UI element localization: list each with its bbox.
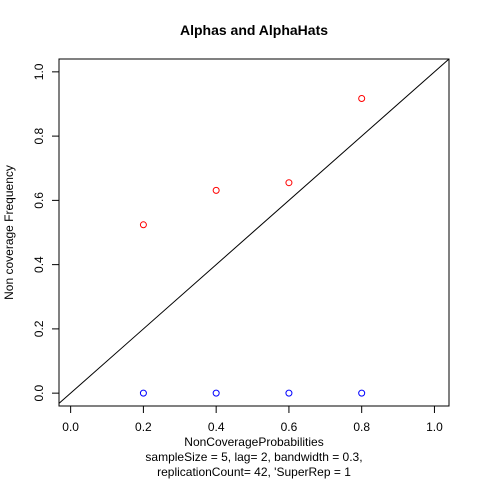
y-tick-label: 0.4: [32, 256, 46, 273]
y-tick-label: 0.2: [32, 320, 46, 337]
x-tick-label: 0.2: [135, 420, 152, 434]
x-tick-label: 0.8: [353, 420, 370, 434]
series-1-point-2: [285, 389, 293, 397]
y-tick-label: 0.6: [32, 192, 46, 209]
x-tick-label: 0.4: [208, 420, 225, 434]
subtitle-line-1: sampleSize = 5, lag= 2, bandwidth = 0.3,: [145, 450, 362, 464]
subtitle-line-2: replicationCount= 42, 'SuperRep = 1: [157, 465, 351, 479]
x-axis: 0.0 0.2 0.4 0.6 0.8 1.0: [62, 405, 443, 434]
x-tick-label: 1.0: [426, 420, 443, 434]
series-1-point-1: [212, 389, 220, 397]
chart-title: Alphas and AlphaHats: [180, 22, 328, 38]
series-0-point-0: [139, 221, 147, 229]
y-tick-label: 0.0: [32, 384, 46, 401]
y-tick-label: 1.0: [32, 63, 46, 80]
series-1-point-3: [358, 389, 366, 397]
y-tick-label: 0.8: [32, 127, 46, 144]
x-tick-label: 0.6: [281, 420, 298, 434]
series-1-point-0: [139, 389, 147, 397]
x-tick-label: 0.0: [62, 420, 79, 434]
series-0-point-3: [358, 95, 366, 103]
y-axis-label: Non coverage Frequency: [2, 165, 16, 300]
series-0-point-2: [285, 179, 293, 187]
points-layer: [139, 95, 366, 397]
reference-line: [58, 58, 450, 404]
reference-line-layer: [58, 58, 450, 404]
y-axis: 0.0 0.2 0.4 0.6 0.8 1.0: [32, 63, 60, 401]
series-0-point-1: [212, 186, 220, 194]
x-axis-label: NonCoverageProbabilities: [184, 435, 323, 449]
